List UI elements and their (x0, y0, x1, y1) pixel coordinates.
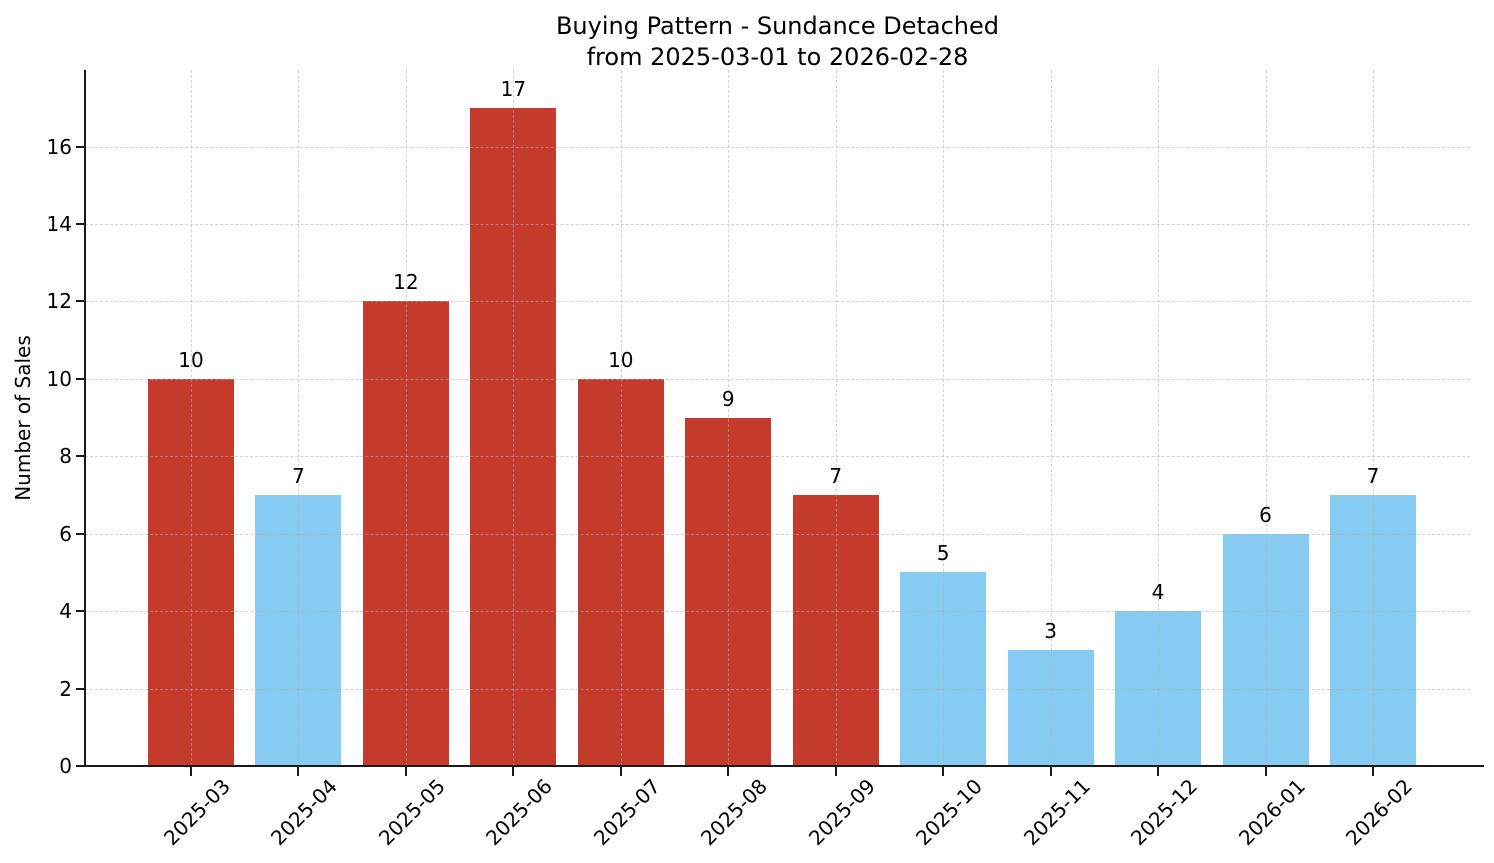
x-tick-mark (942, 767, 945, 776)
chart-title-block: Buying Pattern - Sundance Detached from … (85, 11, 1470, 73)
y-tick-label: 2 (59, 676, 72, 701)
h-gridline (85, 301, 1470, 303)
y-tick-mark (76, 765, 85, 767)
bar (685, 417, 772, 766)
bar (255, 495, 342, 766)
bar-value-label: 7 (292, 464, 305, 489)
y-tick-label: 14 (46, 212, 72, 237)
x-tick-mark (834, 767, 837, 776)
x-tick-mark (1157, 767, 1160, 776)
bar-value-label: 17 (500, 76, 527, 101)
x-tick-mark (512, 767, 515, 776)
y-tick-mark (76, 610, 85, 613)
y-tick-mark (76, 377, 85, 380)
bar (577, 378, 664, 766)
y-tick-mark (76, 223, 85, 226)
h-gridline (85, 378, 1470, 380)
x-tick-label: 2025-09 (803, 774, 880, 851)
y-tick-mark (76, 687, 85, 690)
bar-value-label: 4 (1151, 580, 1165, 605)
y-tick-label: 16 (46, 134, 72, 159)
x-tick-mark (727, 767, 730, 776)
x-tick-mark (297, 767, 300, 776)
y-tick-mark (76, 532, 85, 535)
bar-value-label: 12 (393, 270, 419, 295)
y-tick-mark (76, 455, 85, 458)
bar-value-label: 3 (1044, 618, 1057, 643)
bar-value-label: 7 (1366, 464, 1380, 489)
h-gridline (85, 146, 1470, 148)
bar-value-label: 10 (178, 347, 204, 372)
x-tick-mark (190, 767, 192, 776)
bar-value-label: 10 (608, 347, 634, 372)
x-tick-label: 2025-06 (481, 774, 558, 851)
bar (792, 495, 879, 766)
y-axis-label: Number of Sales (11, 335, 35, 501)
chart-subtitle: from 2025-03-01 to 2026-02-28 (586, 43, 969, 71)
x-tick-label: 2025-07 (588, 774, 665, 851)
x-axis-spine (84, 765, 1484, 767)
bar (1007, 649, 1094, 766)
x-tick-mark (1264, 767, 1267, 776)
x-tick-label: 2025-04 (266, 774, 343, 851)
x-tick-label: 2025-08 (696, 774, 773, 851)
y-tick-label: 0 (59, 754, 72, 778)
x-tick-label: 2025-10 (911, 774, 988, 851)
h-gridline (85, 456, 1470, 458)
bar-value-label: 5 (936, 541, 950, 566)
x-tick-label: 2026-02 (1340, 774, 1417, 851)
bar-value-label: 7 (829, 464, 843, 489)
y-tick-label: 4 (59, 599, 72, 624)
y-tick-label: 6 (59, 521, 72, 546)
bar (1222, 533, 1309, 766)
bar (1115, 611, 1202, 766)
bar (362, 301, 449, 766)
y-tick-label: 8 (59, 444, 72, 469)
x-tick-mark (619, 767, 622, 776)
x-tick-label: 2025-03 (158, 774, 235, 851)
bar-value-label: 6 (1259, 502, 1272, 527)
chart-title: Buying Pattern - Sundance Detached (555, 12, 1000, 40)
y-tick-mark (76, 145, 85, 148)
bar-value-label: 9 (721, 386, 735, 411)
y-tick-mark (76, 300, 85, 303)
bar (900, 572, 987, 766)
x-tick-label: 2026-01 (1233, 774, 1310, 851)
x-tick-label: 2025-12 (1125, 774, 1203, 851)
bar (1329, 495, 1416, 766)
y-axis-spine (84, 70, 86, 767)
bar (470, 107, 557, 766)
x-tick-mark (1371, 767, 1374, 776)
bar (148, 378, 234, 766)
x-tick-mark (1049, 767, 1052, 776)
y-tick-label: 10 (46, 366, 72, 391)
x-tick-label: 2025-11 (1018, 774, 1095, 851)
y-tick-label: 12 (46, 289, 72, 314)
x-tick-label: 2025-05 (373, 774, 450, 851)
h-gridline (85, 224, 1470, 226)
x-tick-mark (404, 767, 407, 776)
